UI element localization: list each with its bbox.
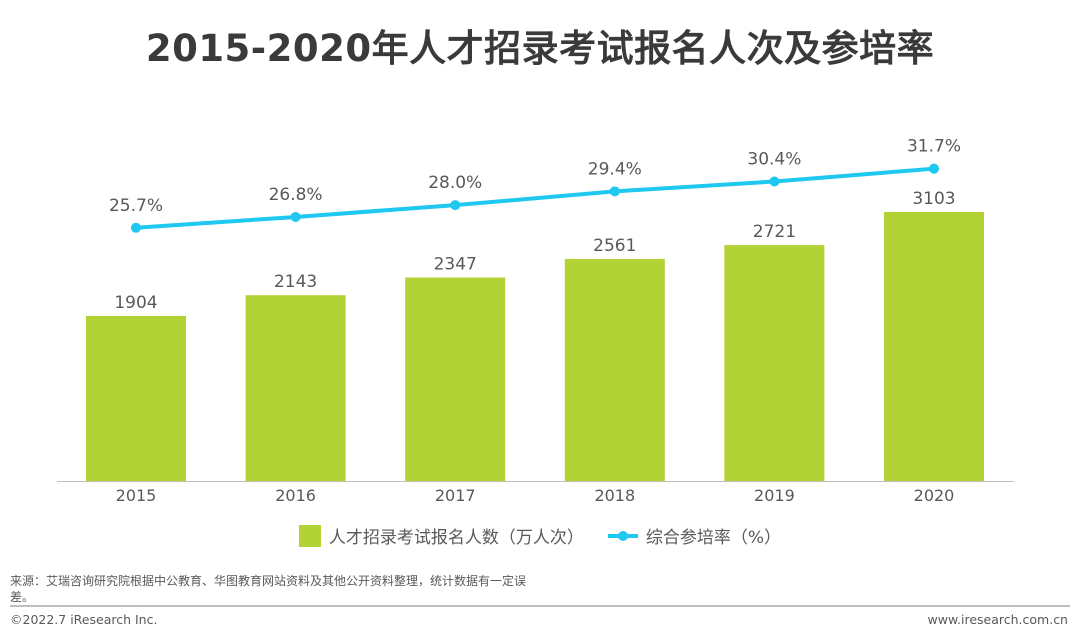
footer-divider	[10, 605, 1070, 607]
rate-point-2016	[290, 211, 301, 222]
x-tick-2015: 2015	[116, 486, 157, 505]
bar-label-2019: 2721	[753, 222, 796, 242]
rate-point-2020	[929, 163, 939, 174]
x-tick-2020: 2020	[914, 486, 955, 505]
bar-2017	[405, 277, 506, 481]
chart-title: 2015-2020年人才招录考试报名人次及参培率	[145, 27, 935, 70]
bar-2019	[724, 245, 825, 481]
rate-point-2015	[131, 222, 141, 233]
rate-label-2016: 26.8%	[269, 185, 323, 205]
rate-point-2017	[450, 200, 461, 211]
x-tick-2016: 2016	[275, 486, 316, 505]
website-link[interactable]: www.iresearch.com.cn	[927, 612, 1069, 627]
legend-label-line: 综合参培率（%）	[645, 528, 782, 548]
rate-label-2015: 25.7%	[109, 196, 163, 216]
source-note: 来源：艾瑞咨询研究院根据中公教育、华图教育网站资料及其他公开资料整理，统计数据有…	[10, 574, 527, 604]
combo-chart: 1904 2015 2143 2016 2347 2017 2561 2018 2721 2019…	[57, 137, 1014, 505]
bar-label-2016: 2143	[274, 272, 317, 292]
rate-line	[135, 166, 935, 230]
legend-label-bar: 人才招录考试报名人数（万人次）	[328, 528, 584, 548]
bar-label-2015: 1904	[114, 293, 157, 313]
rate-point-2018	[609, 186, 620, 197]
rate-label-2018: 29.4%	[588, 159, 642, 179]
legend-swatch-line	[607, 525, 638, 547]
bar-2018	[564, 258, 665, 481]
legend-item-line: 综合参培率（%）	[607, 523, 782, 548]
x-tick-2019: 2019	[754, 486, 795, 505]
bar-label-2018: 2561	[593, 236, 636, 256]
rate-point-2019	[769, 176, 780, 187]
bar-2016	[245, 295, 346, 481]
legend-swatch-bar	[298, 524, 321, 547]
bar-2020	[884, 211, 984, 481]
rate-label-2020: 31.7%	[907, 137, 961, 157]
rate-label-2019: 30.4%	[747, 149, 801, 169]
bar-label-2020: 3103	[912, 189, 955, 209]
rate-label-2017: 28.0%	[428, 173, 482, 193]
x-tick-2018: 2018	[594, 486, 635, 505]
copyright: ©2022.7 iResearch Inc.	[10, 612, 158, 627]
legend-item-bar: 人才招录考试报名人数（万人次）	[298, 523, 584, 548]
legend: 人才招录考试报名人数（万人次） 综合参培率（%）	[0, 523, 1080, 548]
bar-2015	[86, 315, 186, 481]
bar-label-2017: 2347	[434, 255, 477, 275]
x-tick-2017: 2017	[435, 486, 476, 505]
